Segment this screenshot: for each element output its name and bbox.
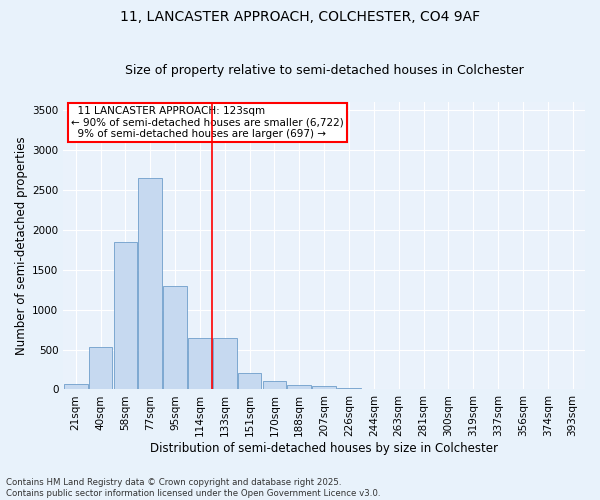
Bar (287, 384, 311, 390)
Title: Size of property relative to semi-detached houses in Colchester: Size of property relative to semi-detach… (125, 64, 524, 77)
Text: 11 LANCASTER APPROACH: 123sqm
← 90% of semi-detached houses are smaller (6,722)
: 11 LANCASTER APPROACH: 123sqm ← 90% of s… (71, 106, 344, 140)
Bar (313, 386, 336, 390)
Bar (238, 374, 262, 390)
Bar (337, 388, 361, 390)
Bar (139, 178, 162, 390)
Text: 11, LANCASTER APPROACH, COLCHESTER, CO4 9AF: 11, LANCASTER APPROACH, COLCHESTER, CO4 … (120, 10, 480, 24)
Bar (89, 347, 112, 390)
Bar (113, 242, 137, 390)
Bar (163, 286, 187, 390)
Bar (213, 338, 236, 390)
Bar (188, 338, 212, 390)
X-axis label: Distribution of semi-detached houses by size in Colchester: Distribution of semi-detached houses by … (150, 442, 498, 455)
Bar (263, 382, 286, 390)
Text: Contains HM Land Registry data © Crown copyright and database right 2025.
Contai: Contains HM Land Registry data © Crown c… (6, 478, 380, 498)
Bar (64, 384, 88, 390)
Bar (362, 388, 386, 390)
Y-axis label: Number of semi-detached properties: Number of semi-detached properties (15, 136, 28, 355)
